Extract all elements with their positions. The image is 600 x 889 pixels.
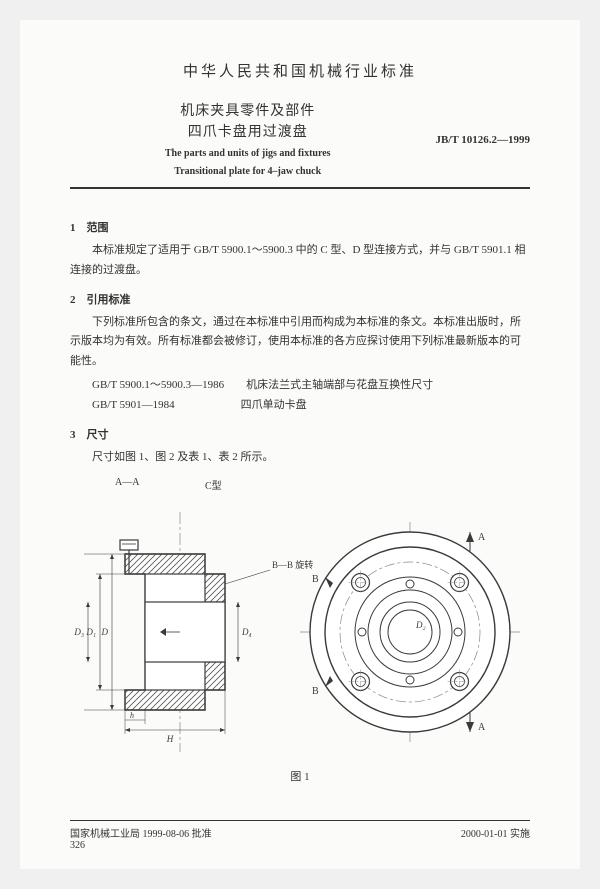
svg-text:D₄: D₄ bbox=[241, 627, 252, 637]
figure-labels: A—A C型 bbox=[115, 477, 530, 492]
reference-line: GB/T 5901—1984 四爪单动卡盘 bbox=[92, 396, 530, 416]
svg-text:A: A bbox=[478, 722, 486, 733]
svg-text:B: B bbox=[312, 574, 319, 585]
section-body: 下列标准所包含的条文，通过在本标准中引用而构成为本标准的条文。本标准出版时，所示… bbox=[70, 313, 530, 372]
section-references: 2 引用标准 下列标准所包含的条文，通过在本标准中引用而构成为本标准的条文。本标… bbox=[70, 291, 530, 416]
title-cn-line2: 四爪卡盘用过渡盘 bbox=[70, 122, 425, 143]
svg-text:B: B bbox=[312, 686, 319, 697]
title-block: 机床夹具零件及部件 四爪卡盘用过渡盘 The parts and units o… bbox=[70, 101, 425, 179]
title-en-line1: The parts and units of jigs and fixtures bbox=[70, 147, 425, 161]
figure-1: D D₁D₃ D₄ Hh B—B 旋转 D₂ A A B B 图 1 bbox=[70, 502, 530, 784]
section-head: 2 引用标准 bbox=[70, 291, 530, 307]
svg-text:h: h bbox=[130, 711, 134, 720]
divider bbox=[70, 187, 530, 189]
header-title: 中华人民共和国机械行业标准 bbox=[70, 60, 530, 81]
section-dimensions: 3 尺寸 尺寸如图 1、图 2 及表 1、表 2 所示。 bbox=[70, 426, 530, 468]
title-cn-line1: 机床夹具零件及部件 bbox=[70, 101, 425, 122]
section-head: 3 尺寸 bbox=[70, 426, 530, 442]
footer-divider bbox=[70, 820, 530, 821]
section-body: 尺寸如图 1、图 2 及表 1、表 2 所示。 bbox=[70, 448, 530, 468]
svg-text:D₃: D₃ bbox=[73, 627, 84, 637]
svg-text:A: A bbox=[478, 532, 486, 543]
section-body: 本标准规定了适用于 GB/T 5900.1～5900.3 中的 C 型、D 型连… bbox=[70, 241, 530, 281]
page-number: 326 bbox=[70, 840, 530, 851]
standard-code: JB/T 10126.2—1999 bbox=[425, 134, 530, 146]
svg-text:H: H bbox=[166, 734, 174, 744]
svg-text:D: D bbox=[101, 627, 109, 637]
reference-line: GB/T 5900.1～5900.3—1986 机床法兰式主轴端部与花盘互换性尺… bbox=[92, 376, 530, 396]
footer: 国家机械工业局 1999-08-06 批准 2000-01-01 实施 326 bbox=[70, 820, 530, 851]
label-aa: A—A bbox=[115, 477, 205, 492]
section-scope: 1 范围 本标准规定了适用于 GB/T 5900.1～5900.3 中的 C 型… bbox=[70, 219, 530, 281]
svg-text:B—B 旋转: B—B 旋转 bbox=[272, 559, 313, 570]
title-en-line2: Transitional plate for 4–jaw chuck bbox=[70, 165, 425, 179]
label-ctype: C型 bbox=[205, 477, 305, 492]
footer-approval: 国家机械工业局 1999-08-06 批准 bbox=[70, 825, 212, 840]
svg-text:D₁: D₁ bbox=[85, 627, 96, 637]
section-head: 1 范围 bbox=[70, 219, 530, 235]
title-row: 机床夹具零件及部件 四爪卡盘用过渡盘 The parts and units o… bbox=[70, 101, 530, 179]
figure-caption: 图 1 bbox=[70, 768, 530, 784]
footer-effective: 2000-01-01 实施 bbox=[461, 825, 530, 840]
svg-text:D₂: D₂ bbox=[415, 620, 426, 630]
